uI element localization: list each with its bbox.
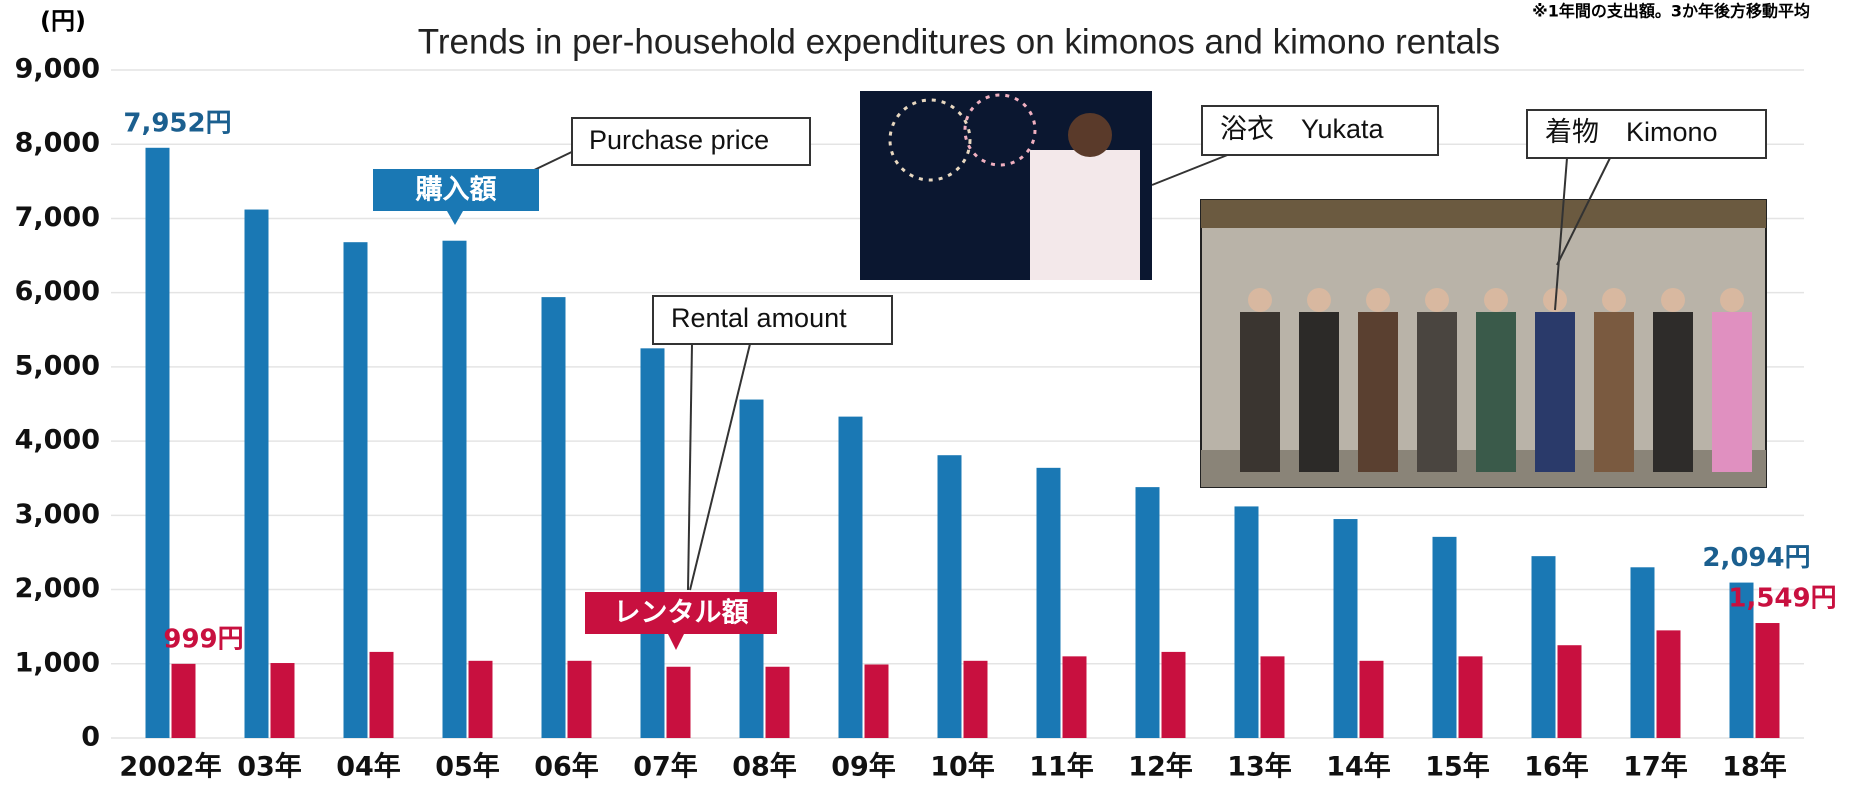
bar (270, 663, 295, 738)
x-tick-label: 08年 (732, 751, 797, 783)
legend-badge (585, 592, 777, 634)
photo-figure (1661, 288, 1685, 312)
bar (1359, 660, 1384, 738)
legend-label: 購入額 (416, 175, 497, 206)
bar (1729, 582, 1754, 738)
data-label: 2,094円 (1702, 543, 1810, 573)
x-tick-label: 12年 (1128, 751, 1193, 783)
y-tick-label: 8,000 (15, 128, 100, 159)
photo-figure (1307, 288, 1331, 312)
bar (1135, 487, 1160, 738)
x-tick-label: 16年 (1524, 751, 1589, 783)
callout-box (571, 117, 811, 166)
bar (1333, 519, 1358, 738)
callout-box (652, 295, 893, 345)
photo-figure (1240, 312, 1280, 472)
photo-figure (1653, 312, 1693, 472)
bar (1531, 556, 1556, 738)
x-tick-label: 07年 (633, 751, 698, 783)
bar (739, 399, 764, 738)
bar (1260, 656, 1285, 738)
bar (1161, 651, 1186, 738)
data-label: 7,952円 (123, 108, 231, 138)
annotation: 着物 Kimono (1545, 117, 1718, 147)
bar (343, 242, 368, 738)
x-tick-label: 04年 (336, 751, 401, 783)
x-tick-label: 18年 (1722, 751, 1787, 783)
y-tick-label: 0 (81, 722, 100, 753)
legend-badge (373, 169, 539, 211)
photo-figure (1248, 288, 1272, 312)
photo-figure (1299, 312, 1339, 472)
x-tick-label: 06年 (534, 751, 599, 783)
x-tick-label: 15年 (1425, 751, 1490, 783)
x-tick-label: 03年 (237, 751, 302, 783)
photo-figure (1535, 312, 1575, 472)
y-tick-label: 3,000 (15, 499, 100, 530)
x-tick-label: 10年 (930, 751, 995, 783)
bar (765, 666, 790, 738)
chart-title: Trends in per-household expenditures on … (418, 22, 1500, 61)
bar (1557, 645, 1582, 738)
bar (541, 297, 566, 738)
photo-figure (1484, 288, 1508, 312)
photo-figure (1358, 312, 1398, 472)
photo-figure (1417, 312, 1457, 472)
bar (1458, 656, 1483, 738)
bar (937, 455, 962, 738)
annotation: 浴衣 Yukata (1220, 114, 1385, 144)
bar (1234, 506, 1259, 738)
bar (864, 664, 889, 738)
y-tick-label: 4,000 (15, 425, 100, 456)
photo-figure (1425, 288, 1449, 312)
photo-figure (1594, 312, 1634, 472)
x-tick-label: 2002年 (119, 751, 221, 783)
x-tick-label: 17年 (1623, 751, 1688, 783)
bar (1432, 536, 1457, 738)
bar (963, 660, 988, 738)
photo-figure (1366, 288, 1390, 312)
x-tick-label: 13年 (1227, 751, 1292, 783)
bar (442, 240, 467, 738)
y-unit: (円) (40, 7, 86, 35)
note: ※1年間の支出額。3か年後方移動平均 (1532, 2, 1810, 21)
bar (666, 666, 691, 738)
y-tick-label: 1,000 (15, 647, 100, 678)
legend-label: レンタル額 (614, 598, 749, 629)
bar (640, 348, 665, 738)
photo-figure (1476, 312, 1516, 472)
callout-box (1201, 105, 1439, 156)
bar (1755, 623, 1780, 738)
y-tick-label: 2,000 (15, 573, 100, 604)
bar (1656, 630, 1681, 738)
callout-box (1526, 109, 1767, 159)
x-tick-label: 05年 (435, 751, 500, 783)
annotation: Rental amount (671, 303, 847, 333)
y-tick-label: 6,000 (15, 276, 100, 307)
x-tick-label: 09年 (831, 751, 896, 783)
bar (1062, 656, 1087, 738)
y-tick-label: 9,000 (15, 54, 100, 85)
data-label: 1,549円 (1728, 584, 1836, 614)
bar (244, 209, 269, 738)
data-label: 999円 (163, 624, 243, 654)
photo-figure (1720, 288, 1744, 312)
bar (468, 660, 493, 738)
bar (369, 651, 394, 738)
bar (567, 660, 592, 738)
bar (171, 663, 196, 738)
photo-figure (1602, 288, 1626, 312)
y-tick-label: 7,000 (15, 202, 100, 233)
bar (1630, 567, 1655, 738)
bar (838, 416, 863, 738)
x-tick-label: 14年 (1326, 751, 1391, 783)
bar (1036, 467, 1061, 738)
photo-figure (1712, 312, 1752, 472)
yukata-photo (860, 91, 1152, 280)
x-tick-label: 11年 (1029, 751, 1094, 783)
annotation: Purchase price (589, 125, 769, 155)
y-tick-label: 5,000 (15, 350, 100, 381)
bar (145, 147, 170, 738)
